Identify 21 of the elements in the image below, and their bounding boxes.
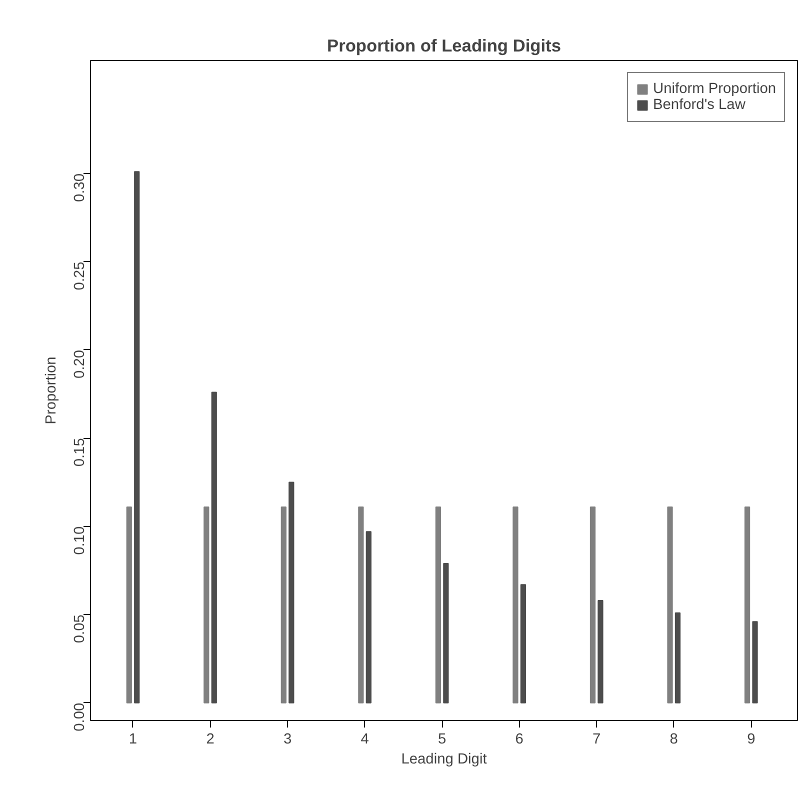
x-tick-label: 1 (128, 732, 138, 748)
x-tick-label: 6 (515, 732, 524, 748)
y-tick-label: 0.15 (72, 438, 88, 467)
x-tick-label: 2 (206, 732, 214, 748)
y-tick-label: 0.30 (72, 173, 88, 202)
y-tick-label: 0.00 (72, 702, 88, 732)
y-tick-label: 0.05 (72, 614, 88, 644)
x-axis-title: Leading Digit (401, 752, 487, 768)
legend-label: Uniform Proportion (653, 81, 776, 97)
y-tick-label: 0.20 (72, 350, 88, 378)
x-tick-label: 3 (283, 732, 292, 748)
y-axis-title: Proportion (44, 356, 60, 424)
chart-title: Proportion of Leading Digits (327, 36, 561, 56)
legend-label: Benford's Law (653, 97, 746, 113)
y-tick-label: 0.10 (72, 526, 88, 555)
x-tick-label: 5 (438, 732, 446, 748)
y-tick-label: 0.25 (72, 262, 88, 290)
x-tick-label: 4 (360, 732, 369, 748)
x-tick-label: 8 (670, 732, 678, 748)
x-tick-label: 9 (747, 732, 756, 748)
x-tick-label: 7 (592, 732, 601, 748)
